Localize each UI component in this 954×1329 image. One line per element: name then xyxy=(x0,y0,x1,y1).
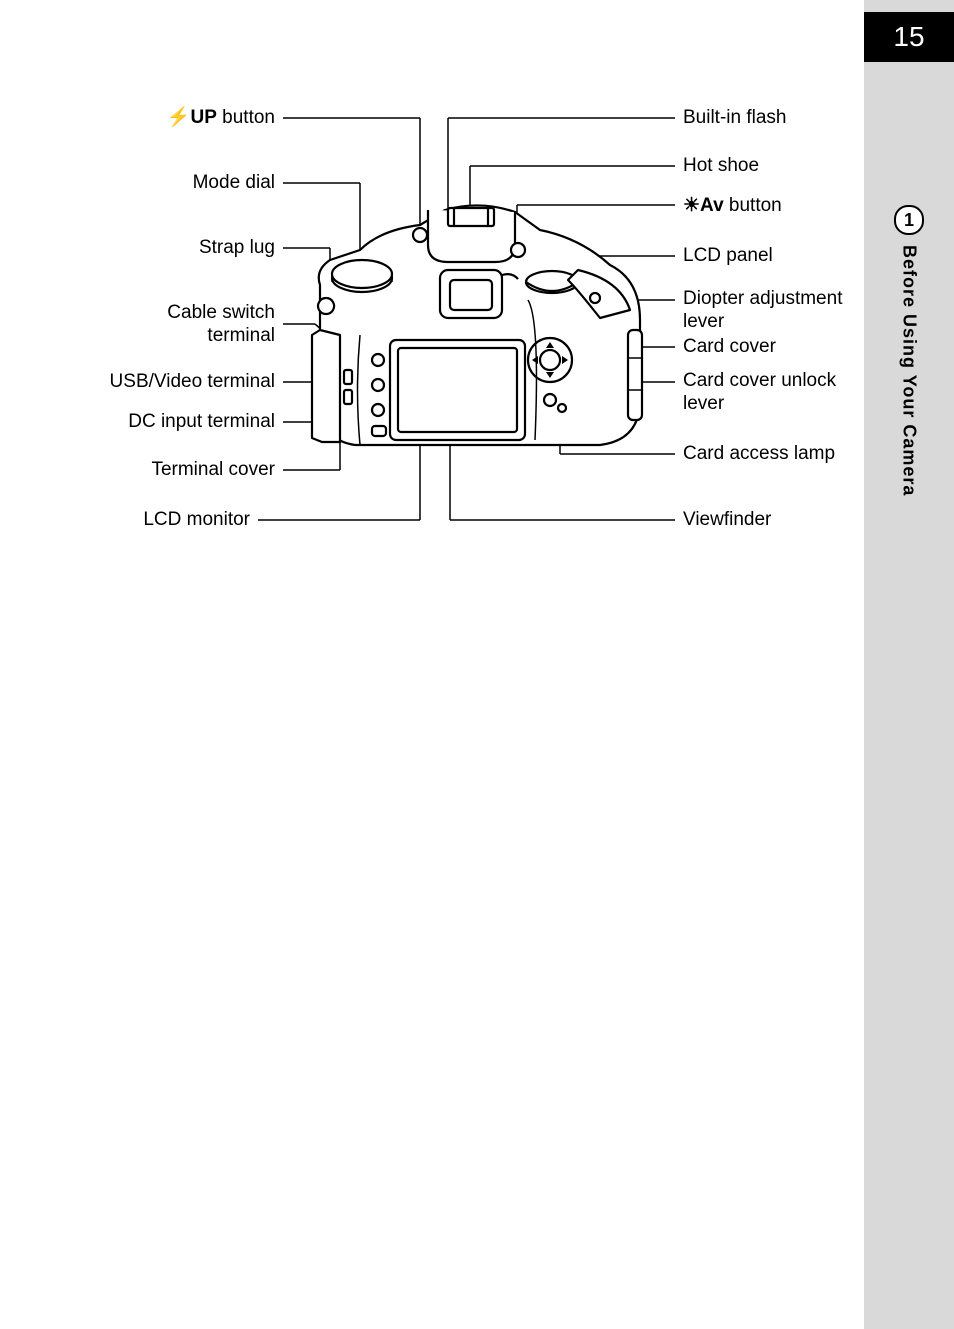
chapter-title: Before Using Your Camera xyxy=(899,245,920,496)
camera-illustration xyxy=(300,190,655,470)
chapter-number-badge: 1 xyxy=(894,205,924,235)
chapter-number: 1 xyxy=(904,210,914,231)
sidebar: 15 1 Before Using Your Camera xyxy=(864,0,954,1329)
page-number: 15 xyxy=(893,21,924,53)
page-number-box: 15 xyxy=(864,12,954,62)
chapter-marker: 1 Before Using Your Camera xyxy=(864,205,954,496)
camera-diagram: ⚡UP button Mode dial Strap lug Cable swi… xyxy=(0,0,864,560)
